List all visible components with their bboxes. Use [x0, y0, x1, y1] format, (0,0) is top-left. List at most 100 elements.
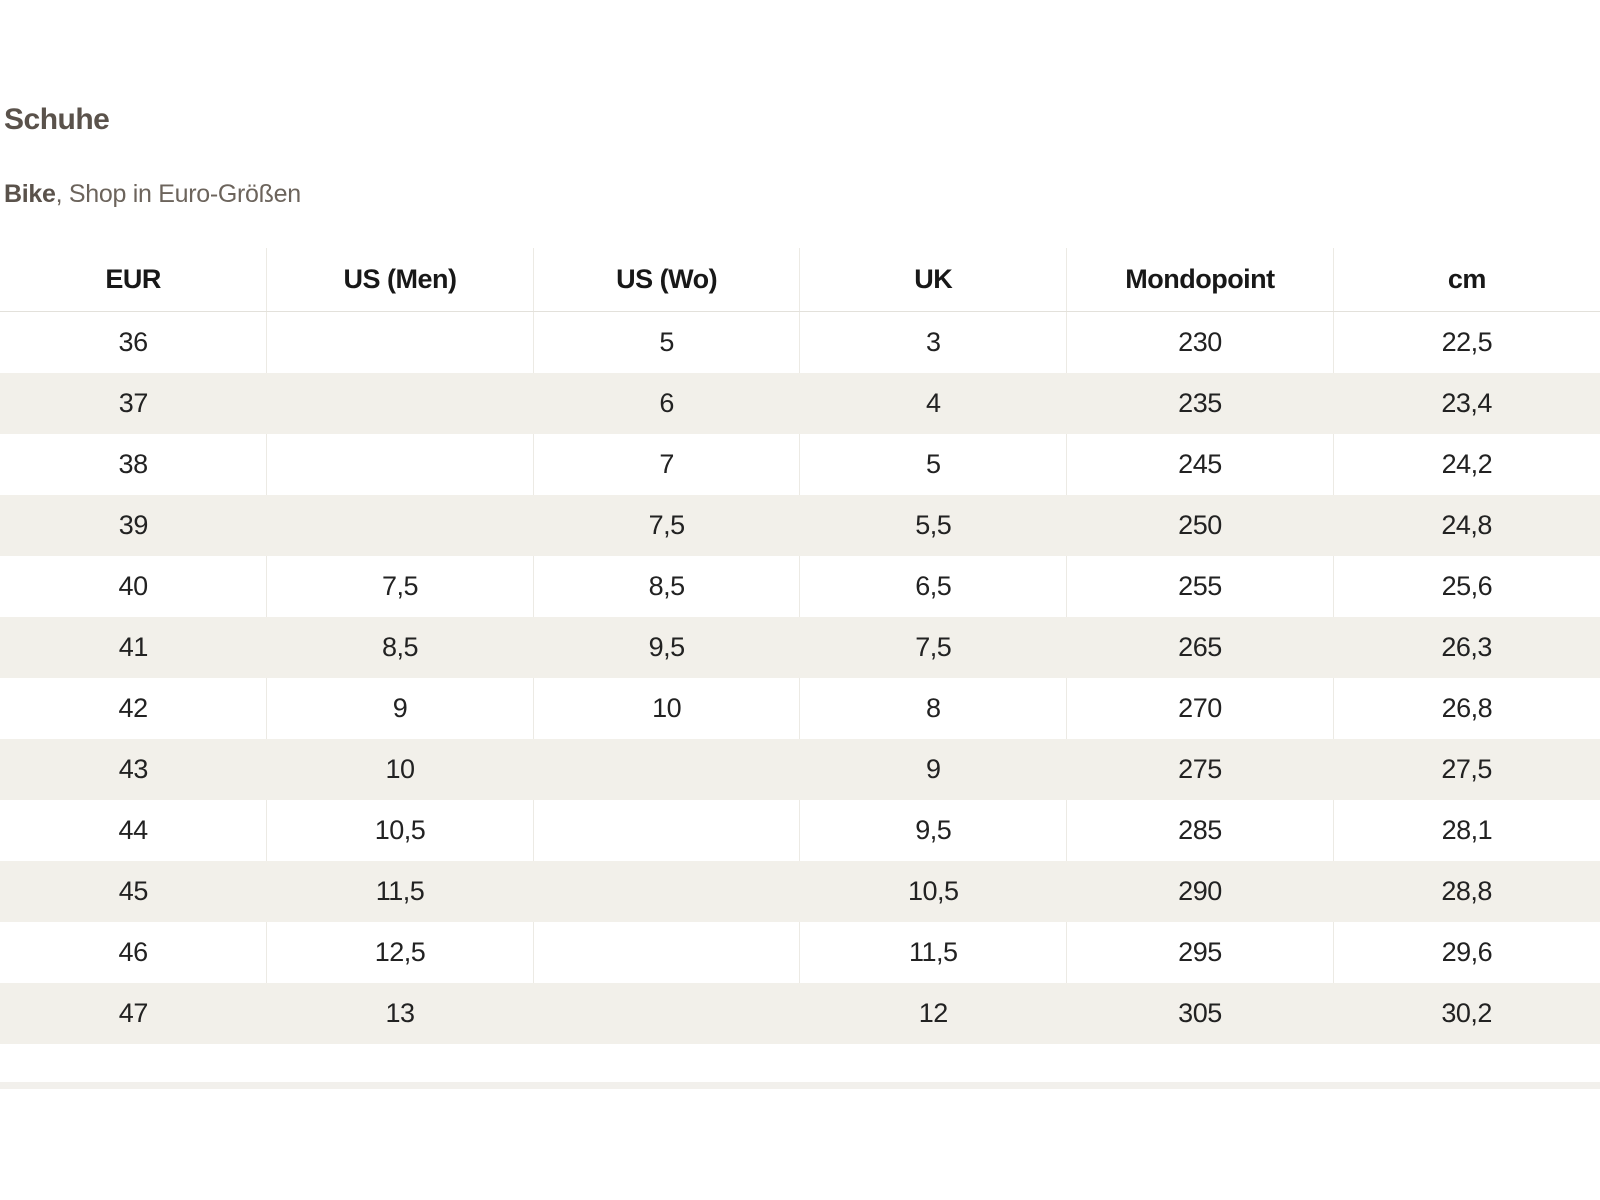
table-row: 44 10,5 9,5 285 28,1: [0, 800, 1600, 861]
column-header: US (Men): [266, 248, 534, 312]
table-cell: 7: [532, 434, 800, 495]
table-cell: 30,2: [1333, 983, 1600, 1044]
table-cell: 25,6: [1332, 556, 1600, 617]
table-cell: [532, 922, 800, 983]
table-cell: 45: [0, 861, 267, 922]
table-cell: 3: [799, 311, 1067, 373]
table-cell: 47: [0, 983, 267, 1044]
subtitle-category: Bike: [4, 180, 56, 208]
table-row: 36 5 3 230 22,5: [0, 311, 1600, 373]
table-cell: 6: [533, 373, 800, 434]
table-cell: 26,8: [1332, 678, 1600, 739]
table-body: 36 5 3 230 22,5 37 6 4 235 23,4 38 7 5 245 24,2 39 7,5 5,…: [0, 311, 1600, 1044]
table-cell: 23,4: [1333, 373, 1600, 434]
table-cell: 8,5: [532, 556, 800, 617]
table-cell: [533, 983, 800, 1044]
table-cell: 5: [532, 311, 800, 373]
table-cell: 7,5: [799, 617, 1067, 678]
column-header: cm: [1332, 248, 1600, 312]
table-cell: 7,5: [266, 556, 534, 617]
column-header: UK: [799, 248, 1067, 312]
table-header-row: EUR US (Men) US (Wo) UK Mondopoint cm: [0, 248, 1600, 312]
table-cell: 24,8: [1333, 495, 1600, 556]
table-cell: 40: [0, 556, 267, 617]
table-cell: [266, 434, 534, 495]
table-cell: 10: [266, 739, 534, 800]
table-cell: 11,5: [266, 861, 534, 922]
table-cell: 12,5: [266, 922, 534, 983]
page-subtitle: Bike, Shop in Euro-Größen: [4, 179, 301, 209]
table-cell: 9: [799, 739, 1067, 800]
table-cell: [532, 800, 800, 861]
table-cell: 235: [1066, 373, 1334, 434]
table-row: 47 13 12 305 30,2: [0, 983, 1600, 1044]
table-cell: 46: [0, 922, 267, 983]
table-cell: 290: [1066, 861, 1334, 922]
table-cell: 5,5: [799, 495, 1067, 556]
table-cell: 41: [0, 617, 267, 678]
page-title: Schuhe: [4, 103, 110, 136]
table-cell: [266, 495, 534, 556]
table-cell: 285: [1066, 800, 1334, 861]
table-cell: 10,5: [266, 800, 534, 861]
table-cell: 29,6: [1332, 922, 1600, 983]
table-cell: 11,5: [799, 922, 1067, 983]
table-cell: 42: [0, 678, 267, 739]
table-cell: 26,3: [1333, 617, 1600, 678]
table-cell: 10: [532, 678, 800, 739]
table-cell: 250: [1066, 495, 1334, 556]
table-row: 42 9 10 8 270 26,8: [0, 678, 1600, 739]
table-cell: 28,8: [1333, 861, 1600, 922]
table-cell: 28,1: [1332, 800, 1600, 861]
table-cell: 43: [0, 739, 267, 800]
table-cell: 230: [1066, 311, 1334, 373]
table-row: 39 7,5 5,5 250 24,8: [0, 495, 1600, 556]
column-header: US (Wo): [532, 248, 800, 312]
table-cell: [533, 739, 800, 800]
table-cell: 39: [0, 495, 267, 556]
table-row: 41 8,5 9,5 7,5 265 26,3: [0, 617, 1600, 678]
column-header: Mondopoint: [1066, 248, 1334, 312]
table-cell: 9,5: [533, 617, 800, 678]
table-cell: 265: [1066, 617, 1334, 678]
table-cell: [533, 861, 800, 922]
table-cell: 27,5: [1333, 739, 1600, 800]
table-cell: 10,5: [799, 861, 1067, 922]
table-cell: [266, 373, 534, 434]
table-row: 40 7,5 8,5 6,5 255 25,6: [0, 556, 1600, 617]
table-cell: 9,5: [799, 800, 1067, 861]
table-cell: 275: [1066, 739, 1334, 800]
table-row: 45 11,5 10,5 290 28,8: [0, 861, 1600, 922]
table-cell: 37: [0, 373, 267, 434]
table-cell: 295: [1066, 922, 1334, 983]
table-cell: 270: [1066, 678, 1334, 739]
column-header: EUR: [0, 248, 267, 312]
table-row: 37 6 4 235 23,4: [0, 373, 1600, 434]
table-cell: 5: [799, 434, 1067, 495]
table-cell: [266, 311, 534, 373]
table-cell: 7,5: [533, 495, 800, 556]
table-cell: 22,5: [1332, 311, 1600, 373]
table-head: EUR US (Men) US (Wo) UK Mondopoint cm: [0, 248, 1600, 312]
section-divider: [0, 1082, 1600, 1089]
table-cell: 255: [1066, 556, 1334, 617]
table-cell: 6,5: [799, 556, 1067, 617]
table-cell: 24,2: [1332, 434, 1600, 495]
table-cell: 36: [0, 311, 267, 373]
table-cell: 8: [799, 678, 1067, 739]
table-cell: 8,5: [266, 617, 534, 678]
table-cell: 13: [266, 983, 534, 1044]
subtitle-note: , Shop in Euro-Größen: [55, 180, 302, 208]
table-cell: 4: [799, 373, 1067, 434]
table-row: 38 7 5 245 24,2: [0, 434, 1600, 495]
table-cell: 245: [1066, 434, 1334, 495]
table-cell: 9: [266, 678, 534, 739]
table-cell: 12: [799, 983, 1067, 1044]
table-row: 46 12,5 11,5 295 29,6: [0, 922, 1600, 983]
table-row: 43 10 9 275 27,5: [0, 739, 1600, 800]
table-cell: 305: [1066, 983, 1334, 1044]
size-conversion-table: EUR US (Men) US (Wo) UK Mondopoint cm 36 5 3 230…: [0, 248, 1600, 1044]
table-cell: 38: [0, 434, 267, 495]
table-cell: 44: [0, 800, 267, 861]
